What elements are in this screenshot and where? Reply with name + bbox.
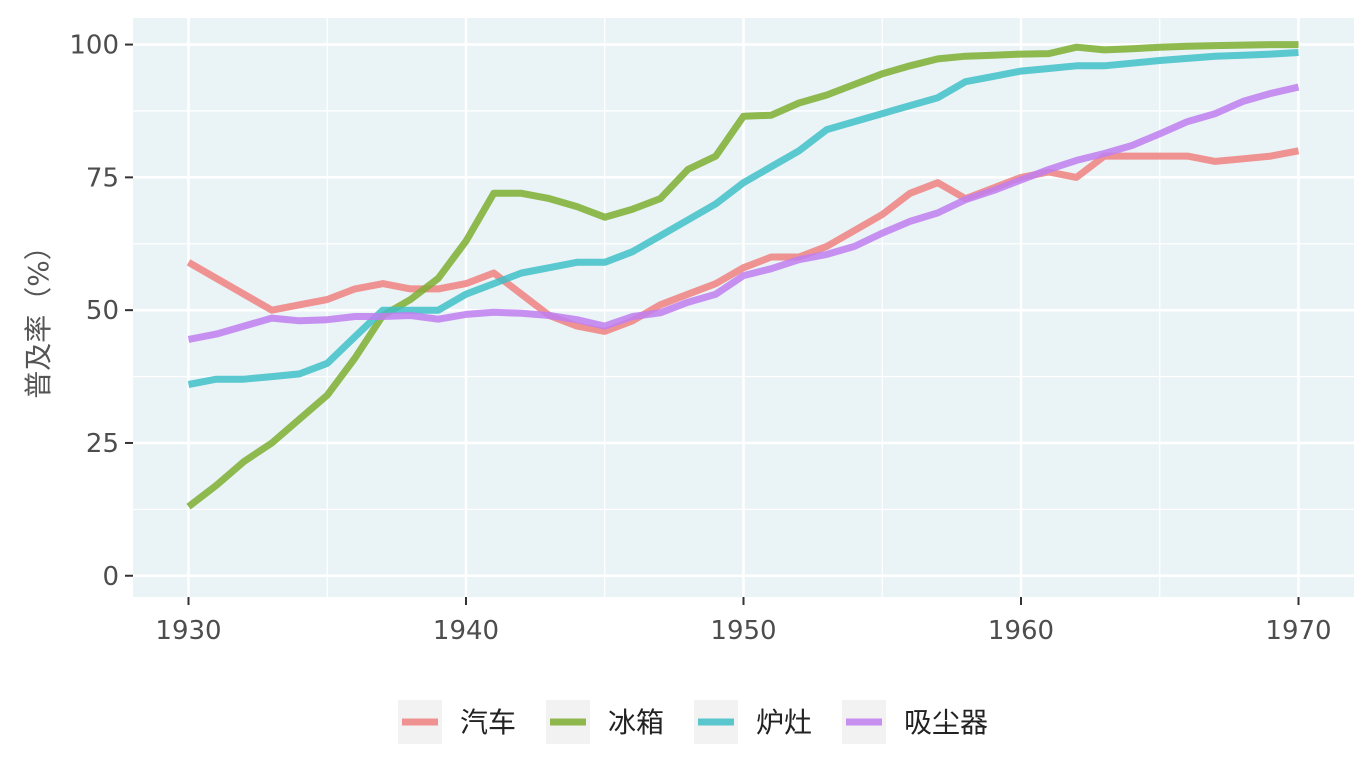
series-lines	[186, 41, 1300, 510]
legend: 汽车 冰箱 炉灶 吸尘器	[398, 700, 988, 744]
legend-item: 吸尘器	[842, 700, 988, 744]
legend-label: 汽车	[460, 706, 516, 739]
y-tick-label: 25	[86, 429, 119, 459]
y-tick-label: 50	[86, 296, 119, 326]
legend-label: 冰箱	[608, 706, 664, 739]
x-tick-label: 1950	[710, 616, 776, 646]
legend-item: 汽车	[398, 700, 516, 744]
legend-label: 炉灶	[756, 706, 812, 739]
series-line-2	[186, 41, 1299, 510]
y-axis: 0 25 50 75 100	[69, 31, 133, 592]
legend-item: 冰箱	[546, 700, 664, 744]
legend-item: 炉灶	[694, 700, 812, 744]
y-axis-title: 普及率（%）	[22, 232, 55, 399]
y-tick-label: 75	[86, 163, 119, 193]
legend-label: 吸尘器	[904, 706, 988, 739]
y-tick-label: 0	[102, 562, 119, 592]
x-tick-label: 1940	[433, 616, 499, 646]
major-grid	[133, 18, 1354, 597]
series-line-4	[187, 83, 1300, 343]
series-line-1	[186, 147, 1300, 335]
x-tick-label: 1970	[1265, 616, 1331, 646]
x-tick-label: 1930	[155, 616, 221, 646]
y-tick-label: 100	[69, 31, 119, 61]
x-tick-label: 1960	[988, 616, 1054, 646]
x-axis: 1930 1940 1950 1960 1970	[155, 597, 1332, 646]
